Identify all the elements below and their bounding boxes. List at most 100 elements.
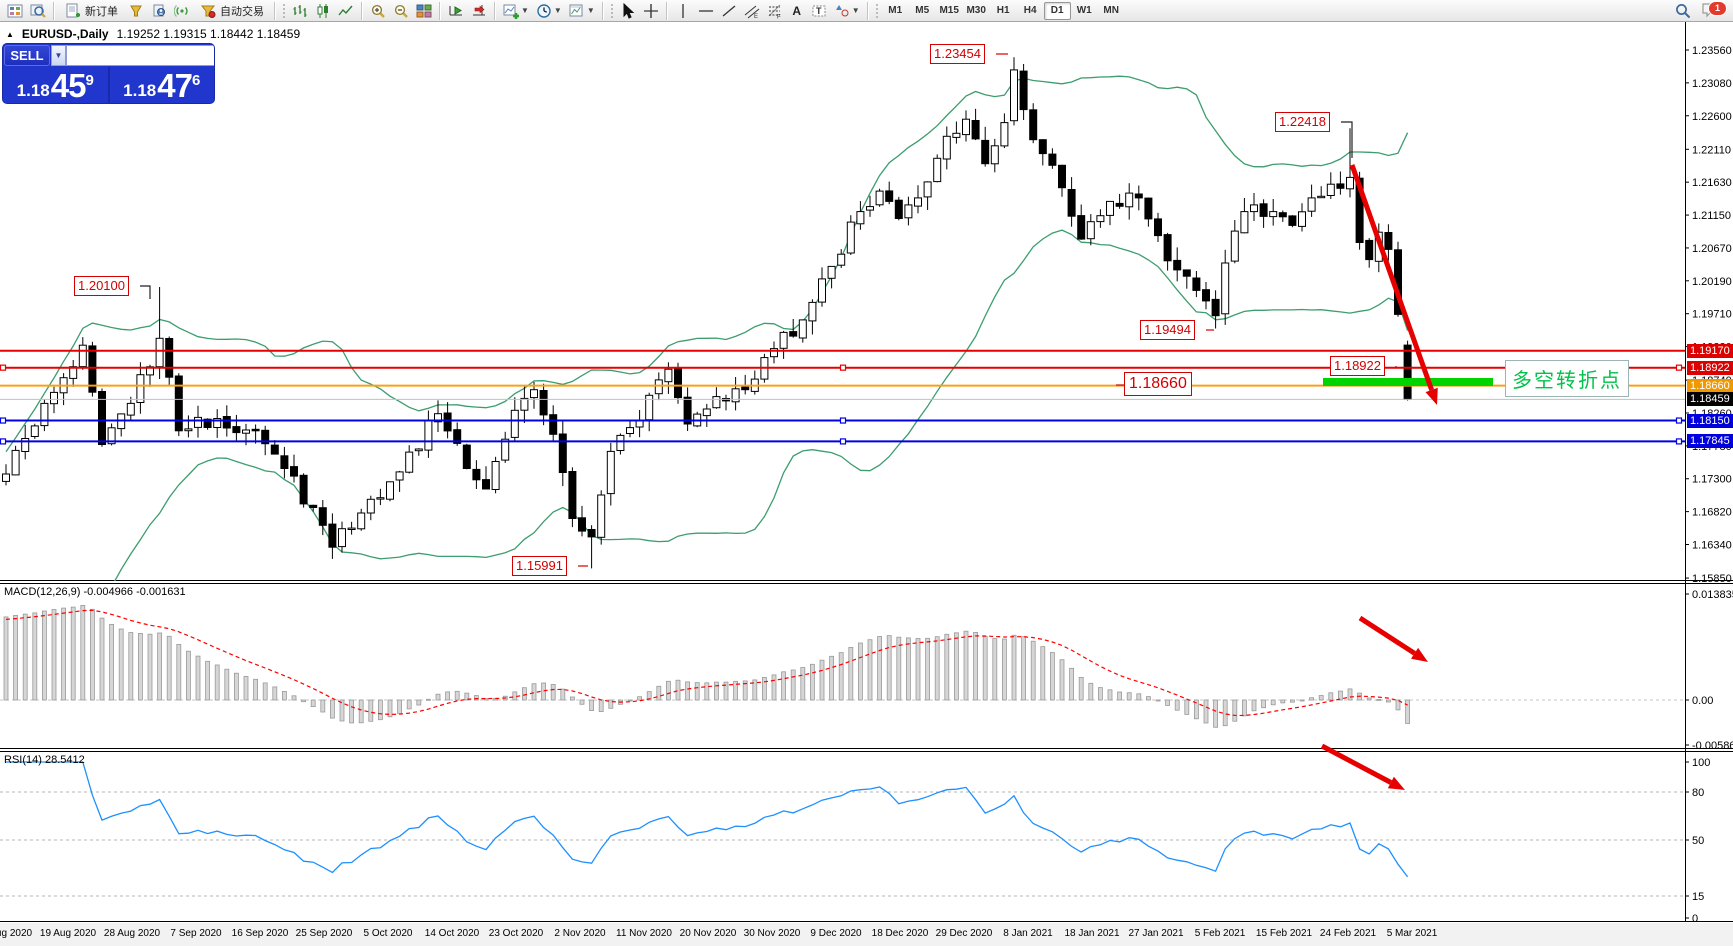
main-toolbar: 新订单 自动交易 ▼ ▼ ▼ E F A T ▼ M1 M5 M15 M30 H1 H4 D… xyxy=(0,0,1733,22)
volume-input[interactable] xyxy=(66,45,214,66)
market-watch-icon[interactable] xyxy=(4,1,26,21)
buy-price-big: 47 xyxy=(157,67,193,103)
svg-text:1.23080: 1.23080 xyxy=(1692,78,1732,90)
vertical-line-icon[interactable] xyxy=(672,1,694,21)
chevron-down-icon: ▼ xyxy=(54,51,63,60)
indicators-icon[interactable]: ▼ xyxy=(500,1,532,21)
toolbar-separator xyxy=(866,1,869,20)
chart-title: ▲ EURUSD-,Daily 1.19252 1.19315 1.18442 … xyxy=(6,27,300,41)
chevron-down-icon: ▼ xyxy=(521,6,529,15)
auto-trading-button[interactable]: 自动交易 xyxy=(194,1,270,21)
date-label: 15 Feb 2021 xyxy=(1255,928,1313,939)
templates-icon[interactable]: ▼ xyxy=(566,1,598,21)
date-label: 20 Nov 2020 xyxy=(679,928,737,939)
chart-symbol-period: EURUSD-,Daily xyxy=(21,27,109,41)
price-flag: 1.17845 xyxy=(1687,434,1733,449)
toolbar-separator xyxy=(274,1,276,20)
buy-price-stem: 1.18 xyxy=(123,81,157,100)
bar-chart-icon[interactable] xyxy=(289,1,311,21)
price-annotation-label[interactable]: 1.19494 xyxy=(1140,320,1195,340)
timeframe-button-m15[interactable]: M15 xyxy=(936,2,963,20)
price-annotation-label[interactable]: 1.23454 xyxy=(930,44,985,64)
sell-button[interactable]: SELL xyxy=(4,45,50,66)
signals-icon[interactable] xyxy=(171,1,193,21)
price-flag: 1.18660 xyxy=(1687,378,1733,393)
accounts-icon[interactable] xyxy=(148,1,170,21)
crosshair-icon[interactable] xyxy=(640,1,662,21)
timeframe-button-m1[interactable]: M1 xyxy=(882,2,909,20)
date-axis[interactable]: 10 Aug 2020 19 Aug 2020 28 Aug 2020 7 Sep 2… xyxy=(0,923,1733,946)
search-icon[interactable] xyxy=(1671,1,1695,21)
auto-scroll-icon[interactable] xyxy=(445,1,467,21)
sell-price[interactable]: 1.18 45 9 xyxy=(3,67,110,103)
timeframe-button-h4[interactable]: H4 xyxy=(1017,2,1044,20)
timeframe-button-mn[interactable]: MN xyxy=(1098,2,1125,20)
date-label: 5 Feb 2021 xyxy=(1194,928,1246,939)
price-annotation-label[interactable]: 1.15991 xyxy=(512,556,567,576)
equidistant-channel-icon[interactable]: E xyxy=(741,1,763,21)
horizontal-line-icon[interactable] xyxy=(695,1,717,21)
candlestick-icon[interactable] xyxy=(312,1,334,21)
text-tool-icon[interactable]: A xyxy=(787,1,807,21)
new-order-label: 新订单 xyxy=(85,5,118,18)
chart-shift-icon[interactable] xyxy=(468,1,490,21)
date-label: 24 Feb 2021 xyxy=(1319,928,1377,939)
price-annotation-label[interactable]: 1.18922 xyxy=(1330,356,1385,376)
svg-text:1.16340: 1.16340 xyxy=(1692,539,1732,551)
line-chart-icon[interactable] xyxy=(335,1,357,21)
cursor-icon[interactable] xyxy=(617,1,639,21)
macd-label: MACD(12,26,9) -0.004966 -0.001631 xyxy=(4,586,186,598)
date-label: 8 Jan 2021 xyxy=(1003,928,1053,939)
toolbar-separator xyxy=(601,1,604,20)
chat-icon[interactable]: 1 xyxy=(1701,0,1727,21)
date-label: 5 Mar 2021 xyxy=(1386,928,1438,939)
svg-text:1.21630: 1.21630 xyxy=(1692,177,1732,189)
price-flag: 1.18922 xyxy=(1687,360,1733,375)
expand-arrow-icon[interactable]: ▲ xyxy=(6,29,14,39)
shapes-icon[interactable]: ▼ xyxy=(831,1,863,21)
date-label: 25 Sep 2020 xyxy=(295,928,353,939)
periods-icon[interactable]: ▼ xyxy=(533,1,565,21)
timeframe-button-w1[interactable]: W1 xyxy=(1071,2,1098,20)
price-annotation-label[interactable]: 1.22418 xyxy=(1275,112,1330,132)
notification-badge: 1 xyxy=(1708,0,1727,16)
new-order-icon xyxy=(66,3,80,17)
svg-text:1.21150: 1.21150 xyxy=(1692,210,1731,222)
svg-text:15: 15 xyxy=(1692,891,1704,903)
buy-price-sup: 6 xyxy=(191,72,201,89)
new-order-button[interactable]: 新订单 xyxy=(59,1,124,21)
buy-price[interactable]: 1.18 47 6 xyxy=(110,67,215,103)
svg-text:1.22600: 1.22600 xyxy=(1692,111,1732,123)
timeframe-button-h1[interactable]: H1 xyxy=(990,2,1017,20)
svg-text:50: 50 xyxy=(1692,835,1704,847)
rsi-label: RSI(14) 28.5412 xyxy=(4,754,85,766)
sell-price-big: 45 xyxy=(50,67,87,103)
turning-point-textbox[interactable]: 多空转折点 xyxy=(1505,360,1629,397)
zoom-in-icon[interactable] xyxy=(367,1,389,21)
date-label: 18 Dec 2020 xyxy=(871,928,929,939)
timeframe-button-d1[interactable]: D1 xyxy=(1043,1,1071,20)
price-annotation-label[interactable]: 1.20100 xyxy=(74,276,129,296)
history-center-icon[interactable] xyxy=(125,1,147,21)
timeframe-button-m5[interactable]: M5 xyxy=(909,2,936,20)
fibonacci-icon[interactable]: F xyxy=(764,1,786,21)
date-label: 16 Sep 2020 xyxy=(231,928,289,939)
chevron-down-icon: ▼ xyxy=(586,6,595,15)
volume-decrease-button[interactable]: ▼ xyxy=(51,45,66,66)
label-tool-icon[interactable]: T xyxy=(808,1,830,21)
toolbar-separator xyxy=(665,1,668,20)
tile-windows-icon[interactable] xyxy=(413,1,435,21)
svg-text:1.17300: 1.17300 xyxy=(1692,474,1732,486)
toolbar-separator xyxy=(494,1,496,20)
timeframe-group: M1 M5 M15 M30 H1 H4 D1 W1 MN xyxy=(882,1,1125,20)
trendline-icon[interactable] xyxy=(718,1,740,21)
navigator-icon[interactable] xyxy=(27,1,49,21)
date-label: 9 Dec 2020 xyxy=(810,928,862,939)
timeframe-button-m30[interactable]: M30 xyxy=(963,2,990,20)
toolbar-separator xyxy=(439,1,441,20)
price-annotation-label[interactable]: 1.18660 xyxy=(1124,372,1192,396)
zoom-out-icon[interactable] xyxy=(390,1,412,21)
